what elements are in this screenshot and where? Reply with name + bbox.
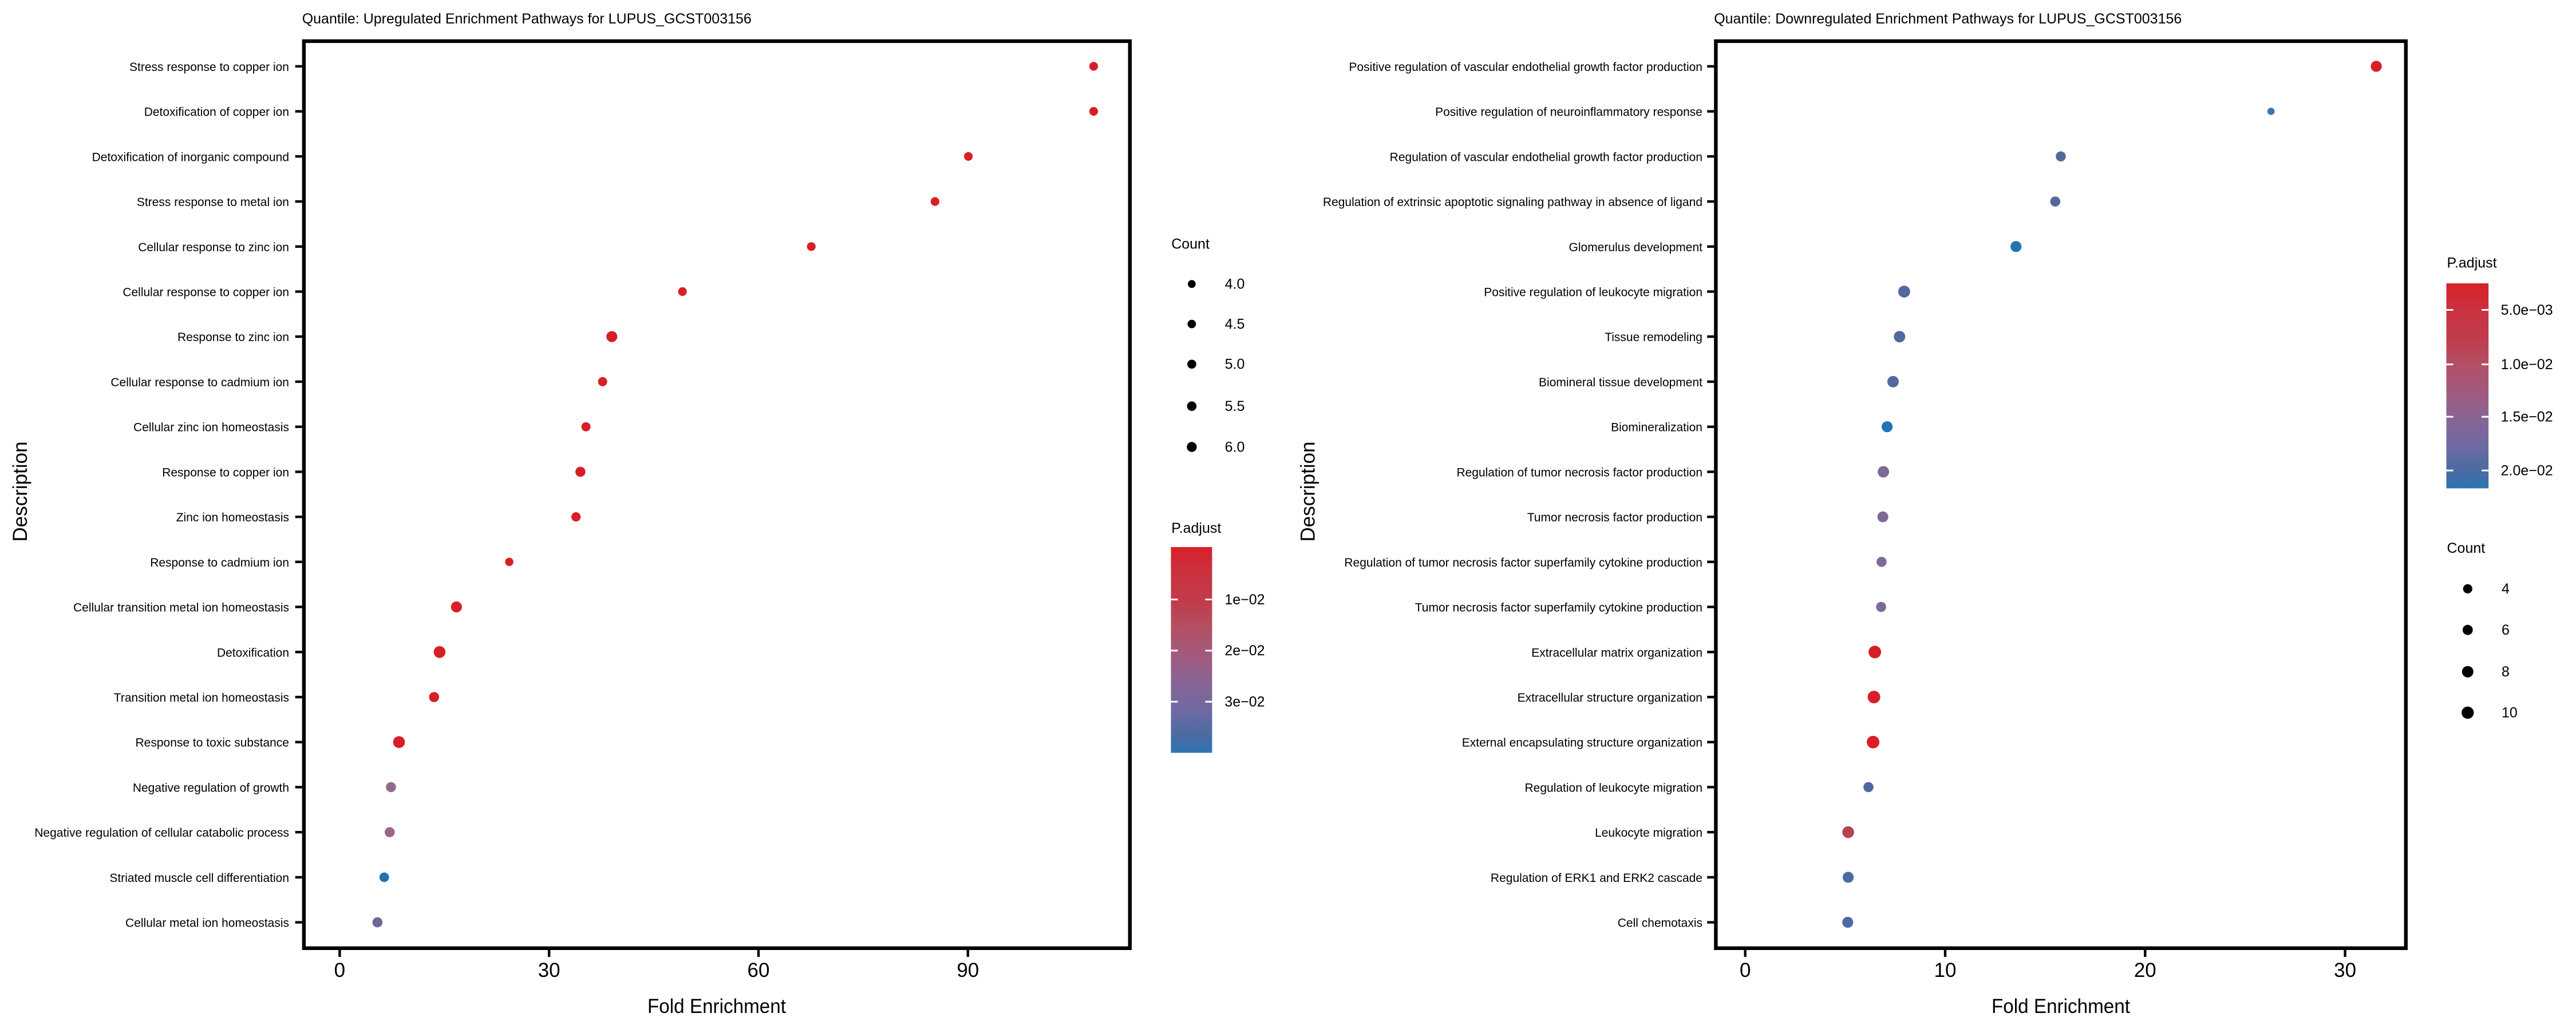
svg-text:2.0e−02: 2.0e−02 [2501, 462, 2553, 478]
svg-text:Positive regulation of vascula: Positive regulation of vascular endothel… [1349, 61, 1702, 74]
svg-text:Positive regulation of neuroin: Positive regulation of neuroinflammatory… [1435, 106, 1702, 119]
svg-text:Response to copper ion: Response to copper ion [162, 466, 289, 479]
svg-text:Negative regulation of growth: Negative regulation of growth [133, 781, 289, 794]
svg-text:Transition metal ion homeostas: Transition metal ion homeostasis [114, 691, 289, 705]
svg-text:3e−02: 3e−02 [1224, 694, 1265, 710]
svg-text:Regulation of vascular endothe: Regulation of vascular endothelial growt… [1390, 151, 1702, 164]
svg-text:Response to cadmium ion: Response to cadmium ion [150, 556, 289, 569]
svg-text:Tumor necrosis factor producti: Tumor necrosis factor production [1527, 511, 1702, 524]
svg-text:4.0: 4.0 [1225, 276, 1245, 292]
svg-text:10: 10 [1934, 959, 1957, 981]
svg-text:90: 90 [957, 959, 979, 981]
svg-text:5.0e−03: 5.0e−03 [2501, 302, 2553, 318]
svg-text:Cellular response to zinc ion: Cellular response to zinc ion [138, 241, 289, 254]
svg-text:Biomineralization: Biomineralization [1611, 421, 1702, 434]
svg-text:Leukocyte migration: Leukocyte migration [1595, 826, 1702, 840]
svg-text:30: 30 [538, 959, 560, 981]
svg-text:P.adjust: P.adjust [1171, 520, 1221, 536]
svg-text:8: 8 [2502, 664, 2510, 680]
svg-text:Stress response to metal ion: Stress response to metal ion [137, 196, 289, 209]
svg-text:Regulation of tumor necrosis f: Regulation of tumor necrosis factor supe… [1344, 556, 1702, 569]
svg-text:Biomineral tissue development: Biomineral tissue development [1539, 376, 1702, 389]
svg-text:Extracellular structure organi: Extracellular structure organization [1518, 691, 1702, 705]
svg-text:2e−02: 2e−02 [1224, 643, 1265, 659]
svg-text:Cellular response to cadmium i: Cellular response to cadmium ion [110, 376, 289, 389]
svg-text:Cell chemotaxis: Cell chemotaxis [1618, 917, 1702, 930]
svg-text:Fold Enrichment: Fold Enrichment [1992, 995, 2130, 1018]
svg-text:30: 30 [2334, 959, 2356, 981]
svg-text:Cellular zinc ion homeostasis: Cellular zinc ion homeostasis [133, 421, 289, 434]
svg-text:Stress response to copper ion: Stress response to copper ion [129, 61, 289, 74]
svg-text:Tissue remodeling: Tissue remodeling [1605, 331, 1702, 344]
svg-text:Regulation of ERK1 and ERK2 ca: Regulation of ERK1 and ERK2 cascade [1491, 872, 1702, 885]
svg-text:Detoxification of copper ion: Detoxification of copper ion [144, 106, 289, 119]
svg-text:10: 10 [2502, 705, 2518, 721]
svg-text:60: 60 [748, 959, 770, 981]
svg-text:Detoxification: Detoxification [217, 646, 289, 659]
svg-text:1.5e−02: 1.5e−02 [2501, 409, 2553, 425]
svg-text:Cellular metal ion homeostasis: Cellular metal ion homeostasis [125, 917, 289, 930]
svg-text:Zinc ion homeostasis: Zinc ion homeostasis [176, 511, 289, 524]
svg-text:0: 0 [1740, 959, 1751, 981]
svg-text:4.5: 4.5 [1225, 316, 1245, 333]
svg-text:Description: Description [9, 441, 31, 541]
svg-text:Quantile: Upregulated Enrichme: Quantile: Upregulated Enrichment Pathway… [302, 11, 752, 27]
svg-text:Response to zinc ion: Response to zinc ion [177, 331, 289, 344]
svg-text:Regulation of extrinsic apopto: Regulation of extrinsic apoptotic signal… [1323, 196, 1702, 209]
svg-text:Regulation of tumor necrosis f: Regulation of tumor necrosis factor prod… [1456, 466, 1702, 479]
svg-text:Negative regulation of cellula: Negative regulation of cellular cataboli… [34, 826, 289, 840]
svg-text:Count: Count [1171, 236, 1210, 252]
svg-text:1e−02: 1e−02 [1224, 592, 1265, 608]
svg-text:Cellular transition metal ion: Cellular transition metal ion homeostasi… [73, 601, 289, 615]
svg-text:External encapsulating structu: External encapsulating structure organiz… [1462, 737, 1702, 750]
svg-text:Description: Description [1297, 441, 1319, 541]
svg-text:Detoxification of inorganic co: Detoxification of inorganic compound [92, 151, 289, 164]
svg-text:0: 0 [334, 959, 345, 981]
svg-text:P.adjust: P.adjust [2447, 255, 2497, 271]
svg-text:6: 6 [2502, 622, 2510, 638]
svg-text:Tumor necrosis factor superfam: Tumor necrosis factor superfamily cytoki… [1415, 601, 1702, 615]
svg-text:Fold Enrichment: Fold Enrichment [647, 995, 786, 1018]
svg-text:Regulation of leukocyte migrat: Regulation of leukocyte migration [1524, 781, 1702, 794]
svg-text:20: 20 [2134, 959, 2156, 981]
svg-text:Quantile: Downregulated Enrich: Quantile: Downregulated Enrichment Pathw… [1714, 11, 2182, 27]
svg-text:5.0: 5.0 [1225, 357, 1245, 373]
svg-text:Extracellular matrix organizat: Extracellular matrix organization [1531, 646, 1702, 659]
svg-text:4: 4 [2502, 581, 2510, 597]
svg-text:1.0e−02: 1.0e−02 [2501, 357, 2553, 373]
svg-text:Cellular response to copper io: Cellular response to copper ion [123, 286, 289, 299]
svg-text:Positive regulation of leukocy: Positive regulation of leukocyte migrati… [1484, 286, 1702, 299]
svg-text:6.0: 6.0 [1225, 439, 1245, 455]
svg-text:Striated muscle cell different: Striated muscle cell differentiation [109, 872, 289, 885]
svg-text:Response to toxic substance: Response to toxic substance [136, 737, 290, 750]
svg-text:5.5: 5.5 [1225, 398, 1245, 414]
svg-text:Count: Count [2447, 540, 2486, 556]
svg-text:Glomerulus development: Glomerulus development [1569, 241, 1703, 254]
